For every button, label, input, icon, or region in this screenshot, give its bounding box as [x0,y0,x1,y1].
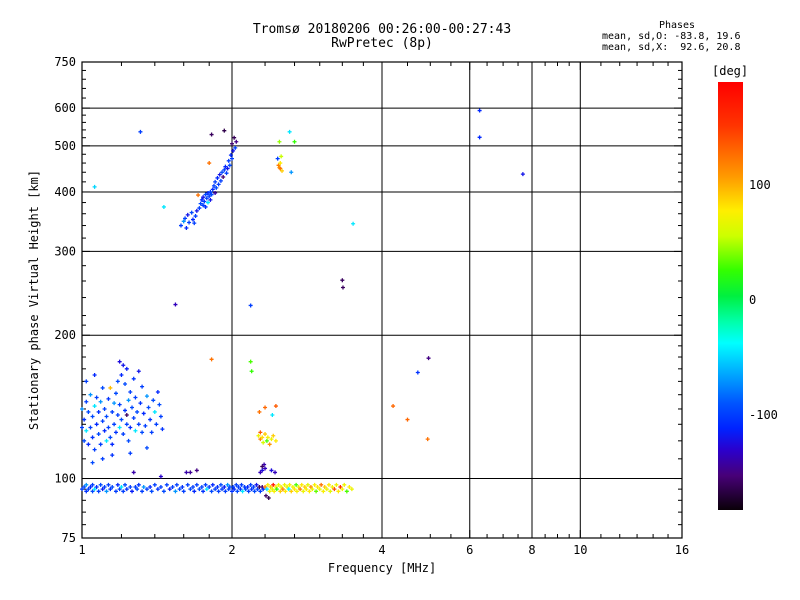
colorbar-title: [deg] [712,64,749,78]
svg-text:75: 75 [62,531,76,545]
phase-stats-x-mode: mean, sd,X: 92.6, 20.8 [602,42,741,53]
colorbar-tick-100: 100 [749,178,771,193]
series-isolated-echoes [92,108,525,442]
colorbar-tick-0: 0 [749,293,757,308]
svg-text:200: 200 [54,328,76,342]
x-axis-label: Frequency [MHz] [328,561,436,575]
axis-tick-labels: 1 2 4 6 8 10 16 75 100 200 300 400 500 600 750 [54,55,689,557]
svg-text:6: 6 [466,543,473,557]
phase-stats-heading: Phases [658,20,696,31]
scatter-points [80,108,525,501]
grid-lines [82,62,682,538]
phase-stats: Phases mean, sd,O: -83.8, 19.6 mean, sd,… [602,20,782,53]
svg-text:10: 10 [573,543,587,557]
axis-ticks [81,61,683,539]
svg-text:750: 750 [54,55,76,69]
plot-title: Tromsø 20180206 00:26:00-00:27:43 [252,22,512,37]
svg-text:2: 2 [228,543,235,557]
series-e-region-band-yellow [260,464,354,501]
series-f-region-trace [161,128,239,230]
phase-stats-o-mode: mean, sd,O: -83.8, 19.6 [602,31,741,42]
svg-text:8: 8 [528,543,535,557]
svg-text:300: 300 [54,244,76,258]
series-d-region-cloud [80,359,165,465]
series-e-region-band-blue [80,462,267,494]
svg-text:16: 16 [675,543,689,557]
plot-subtitle: RwPretec (8p) [331,36,433,51]
colorbar-gradient [718,82,743,510]
colorbar-tick--100: -100 [749,407,778,422]
svg-text:100: 100 [54,472,76,486]
svg-text:4: 4 [378,543,385,557]
y-axis-label: Stationary phase Virtual Height [km] [27,170,41,430]
svg-text:500: 500 [54,139,76,153]
svg-text:600: 600 [54,101,76,115]
svg-text:1: 1 [78,543,85,557]
svg-text:400: 400 [54,185,76,199]
series-mid-height-clusters [209,129,297,447]
